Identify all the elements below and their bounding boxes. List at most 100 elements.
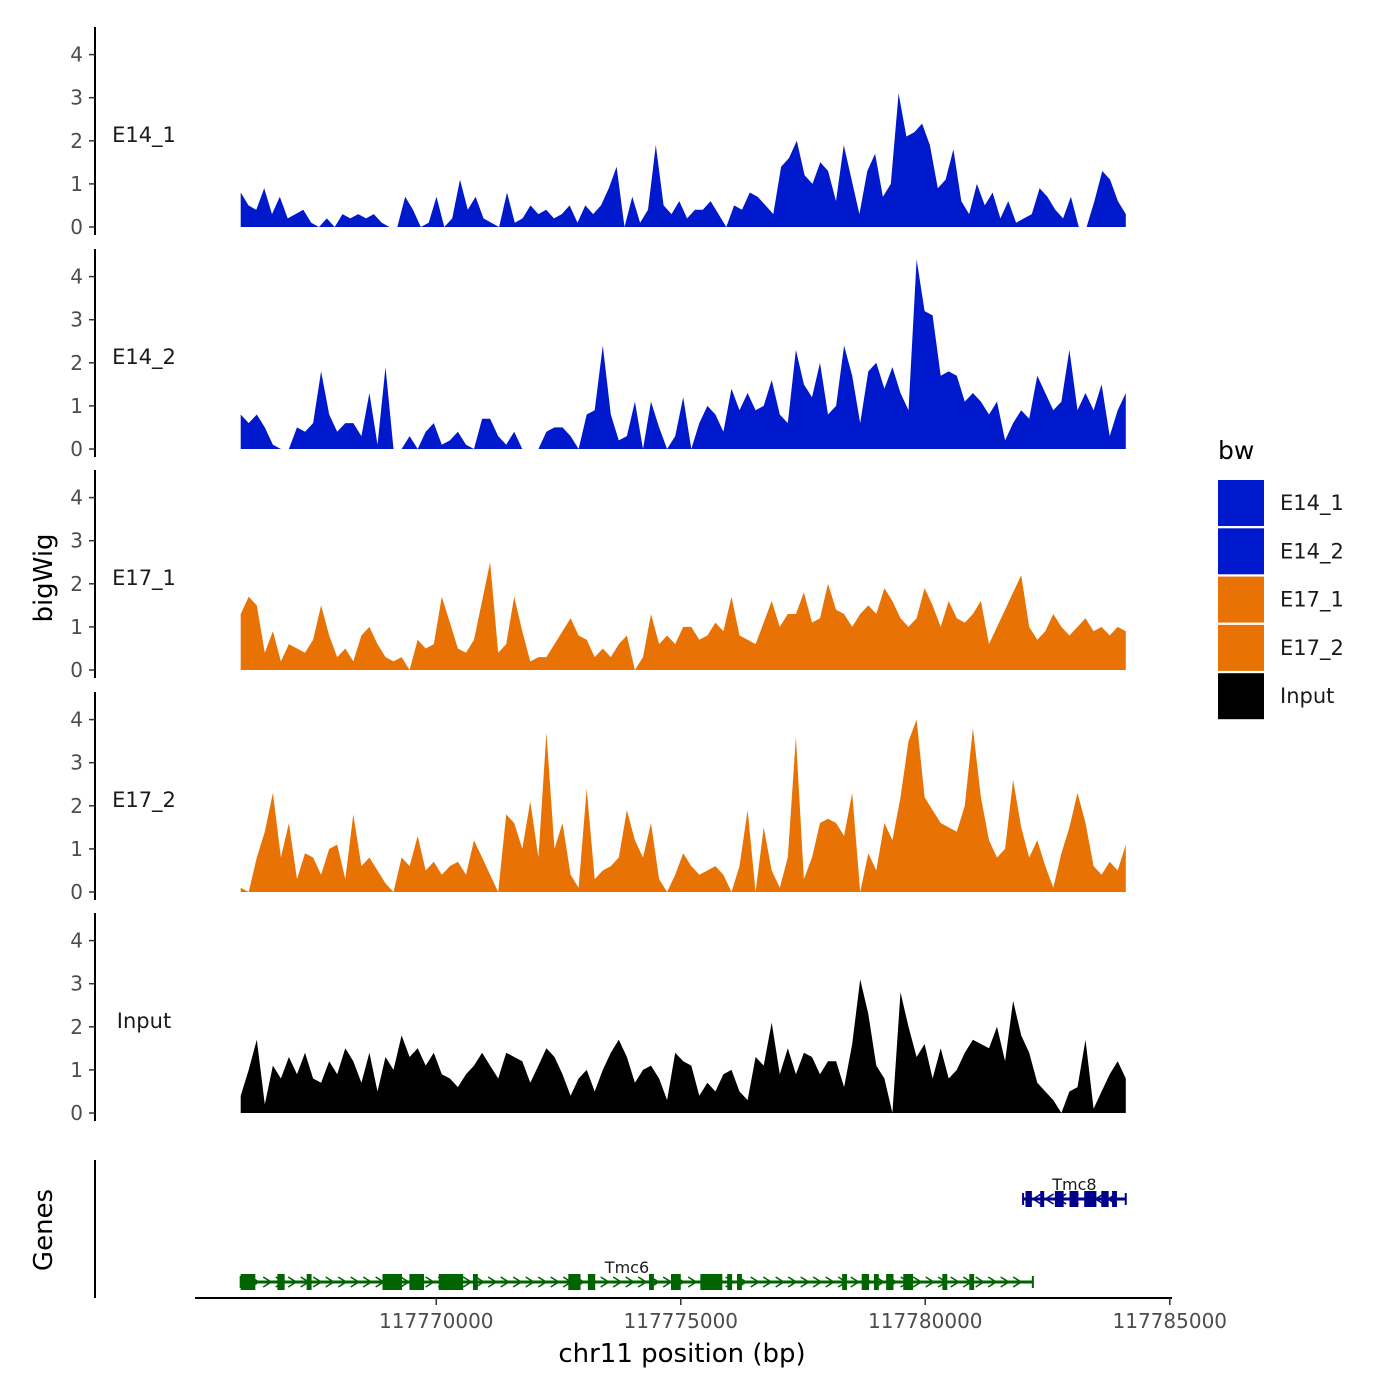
y-tick-label: 0	[70, 437, 83, 461]
x-axis-title: chr11 position (bp)	[558, 1339, 805, 1369]
y-tick-label: 2	[70, 572, 83, 596]
strand-arrow	[512, 1276, 523, 1288]
y-axis-title: bigWig	[29, 533, 59, 622]
y-tick-label: 4	[70, 486, 83, 510]
y-tick-label: 0	[70, 658, 83, 682]
legend-item-E17_2: E17_2	[1218, 624, 1344, 671]
strand-arrow	[362, 1276, 373, 1288]
strand-arrow	[262, 1276, 273, 1288]
exon	[409, 1274, 425, 1290]
y-tick-label: 3	[70, 308, 83, 332]
exon	[700, 1274, 723, 1290]
signal-area-E14_2	[240, 259, 1126, 449]
y-tick-label: 1	[70, 394, 83, 418]
y-tick-label: 0	[70, 880, 83, 904]
exon	[670, 1274, 681, 1290]
y-tick-label: 2	[70, 1015, 83, 1039]
y-tick-label: 1	[70, 837, 83, 861]
legend-swatch	[1218, 528, 1264, 575]
strand-arrow	[750, 1276, 761, 1288]
legend-label: E17_2	[1280, 636, 1344, 661]
exon	[1101, 1191, 1109, 1207]
strand-arrow	[487, 1276, 498, 1288]
exon	[942, 1274, 948, 1290]
legend-item-E17_1: E17_1	[1218, 576, 1344, 623]
strand-arrow	[600, 1276, 611, 1288]
strand-arrow	[612, 1276, 623, 1288]
exon	[903, 1274, 914, 1290]
y-tick-label: 0	[70, 215, 83, 239]
x-tick-label: 117775000	[624, 1309, 739, 1333]
y-tick-label: 3	[70, 972, 83, 996]
exon	[1040, 1191, 1045, 1207]
exon	[277, 1274, 285, 1290]
exon	[1084, 1191, 1097, 1207]
exon	[873, 1274, 879, 1290]
exon	[1112, 1191, 1117, 1207]
legend-label: Input	[1280, 684, 1334, 708]
gene-label: Tmc6	[604, 1258, 649, 1277]
legend-item-E14_2: E14_2	[1218, 528, 1344, 575]
legend-label: E14_2	[1280, 539, 1344, 564]
signal-area-E17_1	[240, 562, 1126, 670]
track-label: E17_1	[112, 566, 176, 591]
exon	[472, 1274, 478, 1290]
y-tick-label: 4	[70, 929, 83, 953]
track-E14_2: E14_2	[112, 259, 1126, 449]
x-tick-label: 117780000	[868, 1309, 983, 1333]
gene-label: Tmc8	[1051, 1175, 1096, 1194]
strand-arrow	[625, 1276, 636, 1288]
strand-arrow	[987, 1276, 998, 1288]
strand-arrow	[350, 1276, 361, 1288]
strand-arrow	[425, 1276, 436, 1288]
x-axis: 117770000 117775000 117780000 117785000	[195, 1297, 1227, 1333]
strand-arrow	[637, 1276, 648, 1288]
track-E17_2: E17_2	[112, 719, 1126, 892]
exon	[861, 1274, 870, 1290]
exon	[886, 1274, 894, 1290]
strand-arrow	[812, 1276, 823, 1288]
strand-arrow	[1000, 1276, 1011, 1288]
strand-arrow	[325, 1276, 336, 1288]
y-tick-label: 3	[70, 751, 83, 775]
exon	[382, 1274, 403, 1290]
strand-arrow	[500, 1276, 511, 1288]
legend-swatch	[1218, 673, 1264, 720]
legend-items: E14_1 E14_2 E17_1 E17_2 Input	[1218, 480, 1344, 720]
strand-arrow	[287, 1276, 298, 1288]
y-tick-label: 4	[70, 265, 83, 289]
strand-arrow	[1031, 1193, 1042, 1205]
strand-arrow	[787, 1276, 798, 1288]
strand-arrow	[550, 1276, 561, 1288]
strand-arrow	[912, 1276, 923, 1288]
strand-arrow	[687, 1276, 698, 1288]
legend-swatch	[1218, 576, 1264, 623]
strand-arrow	[337, 1276, 348, 1288]
strand-arrow	[1044, 1193, 1054, 1205]
track-label: E17_2	[112, 788, 176, 813]
track-label: E14_2	[112, 345, 176, 370]
y-tick-label: 2	[70, 351, 83, 375]
legend: bw E14_1 E14_2 E17_1 E17_2 Input	[1218, 436, 1344, 720]
strand-arrow	[950, 1276, 961, 1288]
legend-item-Input: Input	[1218, 673, 1334, 720]
strand-arrow	[1012, 1276, 1023, 1288]
signal-area-E14_1	[240, 93, 1126, 228]
strand-arrow	[762, 1276, 773, 1288]
x-tick-label: 117770000	[379, 1309, 494, 1333]
exon	[1025, 1191, 1032, 1207]
exon	[306, 1274, 312, 1290]
bigwig-tracks: E14_1 E14_2 E17_1 E17_2 Input	[112, 93, 1126, 1113]
exon	[969, 1274, 975, 1290]
strand-arrow	[975, 1276, 986, 1288]
exon	[438, 1274, 464, 1290]
track-E14_1: E14_1	[112, 93, 1126, 228]
y-tick-label: 3	[70, 529, 83, 553]
legend-swatch	[1218, 624, 1264, 671]
exon	[842, 1274, 848, 1290]
strand-arrow	[312, 1276, 323, 1288]
strand-arrow	[800, 1276, 811, 1288]
strand-arrow	[475, 1276, 486, 1288]
y-tick-label: 1	[70, 1058, 83, 1082]
